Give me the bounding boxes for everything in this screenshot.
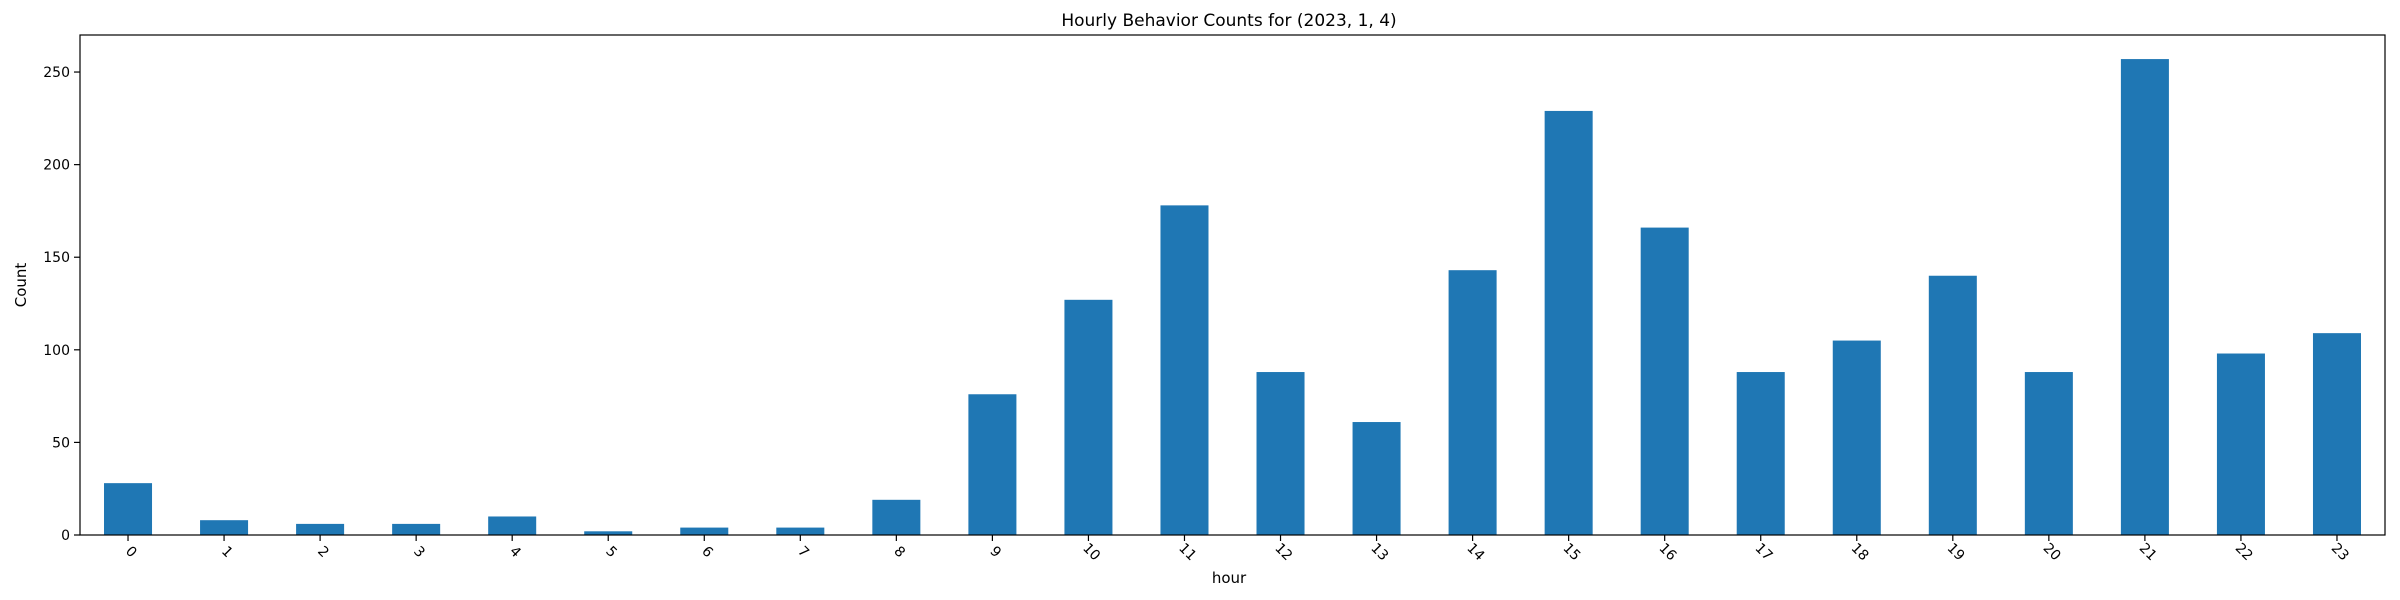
x-tick-label: 18 <box>1848 540 1872 564</box>
y-tick-label: 50 <box>52 435 70 451</box>
bar-hour-20 <box>2024 372 2073 535</box>
bar-hour-21 <box>2120 59 2169 535</box>
bar-hour-18 <box>1832 340 1881 535</box>
bar-hour-0 <box>104 483 153 535</box>
x-tick-label: 8 <box>890 543 908 561</box>
bar-hour-7 <box>776 527 825 535</box>
x-tick-label: 14 <box>1463 540 1487 564</box>
bar-hour-19 <box>1928 275 1977 535</box>
y-tick-label: 250 <box>43 65 70 81</box>
y-axis: 0 50 100 150 200 250 <box>43 65 80 544</box>
x-tick-label: 10 <box>1079 540 1103 564</box>
x-axis-label: hour <box>1212 569 1247 587</box>
y-tick-label: 0 <box>61 528 70 544</box>
x-tick-label: 5 <box>602 543 620 561</box>
bar-hour-23 <box>2312 333 2361 535</box>
x-tick-label: 22 <box>2232 540 2256 564</box>
x-tick-label: 12 <box>1271 540 1295 564</box>
bar-hour-3 <box>392 523 441 535</box>
bar-hour-9 <box>968 394 1017 535</box>
x-tick-label: 1 <box>218 543 236 561</box>
y-tick-label: 100 <box>43 343 70 359</box>
bar-hour-10 <box>1064 299 1113 535</box>
x-tick-label: 3 <box>410 543 428 561</box>
x-tick-label: 20 <box>2040 540 2064 564</box>
chart-title: Hourly Behavior Counts for (2023, 1, 4) <box>1061 11 1396 31</box>
x-tick-label: 9 <box>986 543 1004 561</box>
bar-hour-13 <box>1352 422 1401 535</box>
y-axis-label: Count <box>12 263 30 308</box>
bar-hour-22 <box>2216 353 2265 535</box>
y-tick-label: 200 <box>43 158 70 174</box>
bar-hour-16 <box>1640 227 1689 535</box>
bars-group <box>104 59 2361 536</box>
x-tick-label: 15 <box>1560 540 1584 564</box>
x-tick-label: 4 <box>506 543 524 561</box>
x-tick-label: 21 <box>2136 540 2160 564</box>
x-tick-label: 6 <box>698 543 716 561</box>
x-tick-label: 17 <box>1752 540 1776 564</box>
x-tick-label: 0 <box>122 543 140 561</box>
bar-hour-8 <box>872 499 921 535</box>
x-tick-label: 13 <box>1367 540 1391 564</box>
x-tick-label: 19 <box>1944 540 1968 564</box>
x-axis: 0 1 2 3 4 5 6 7 8 9 10 11 12 13 14 15 16 17 18 19 20 21 22 23 <box>122 535 2352 564</box>
x-tick-label: 16 <box>1656 540 1680 564</box>
bar-hour-12 <box>1256 372 1305 535</box>
bar-hour-15 <box>1544 110 1593 536</box>
bar-hour-14 <box>1448 270 1497 535</box>
bar-hour-17 <box>1736 372 1785 535</box>
bar-hour-1 <box>200 520 249 535</box>
y-tick-label: 150 <box>43 250 70 266</box>
x-tick-label: 23 <box>2328 540 2352 564</box>
bar-hour-4 <box>488 516 537 535</box>
bar-hour-6 <box>680 527 729 535</box>
bar-hour-5 <box>584 531 633 535</box>
x-tick-label: 2 <box>314 543 332 561</box>
x-tick-label: 7 <box>794 543 812 561</box>
bar-hour-11 <box>1160 205 1209 535</box>
bar-hour-2 <box>296 523 345 535</box>
plot-frame <box>79 34 2386 536</box>
x-tick-label: 11 <box>1175 540 1199 564</box>
